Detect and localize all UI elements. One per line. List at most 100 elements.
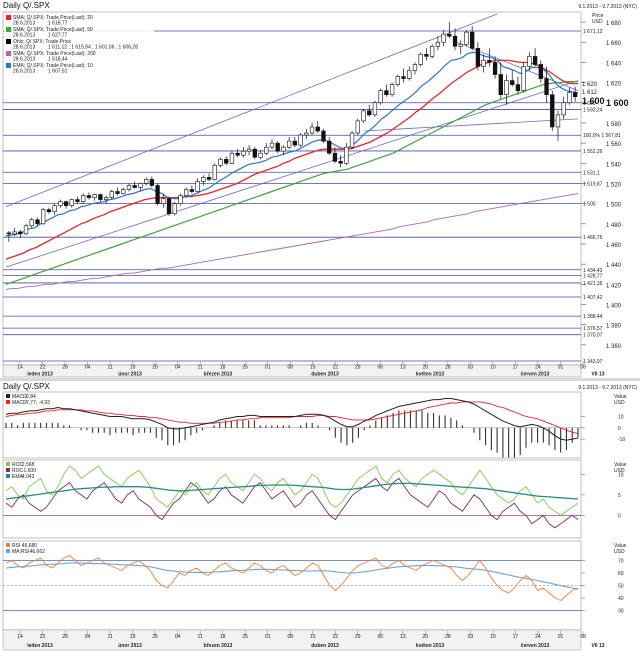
x-tick-label: 28 [62,365,68,371]
legend-series-value: -1,600 [22,468,36,474]
candle-body [121,189,126,194]
candle-body [18,231,23,235]
legend-series-name: EMA [12,474,24,480]
candle-body [252,148,257,158]
candle-body [63,201,69,206]
candle-body [544,78,549,95]
trendline-label-lower: 1 612 [582,90,598,96]
legend-series-value: 28.6.2013 [13,21,35,27]
candle-body [212,165,217,180]
level-label: 1 407,42 [583,295,603,301]
candle-body [327,140,332,154]
candle-body [355,120,360,134]
x-month-label: VII 13 [591,643,604,649]
macd-panel-title: Daily Q/.SPX [3,382,50,391]
legend-series-value: 2,568 [22,462,35,468]
roc-plot-frame [2,459,582,539]
candle-body [515,84,521,91]
candle-body [264,146,269,154]
x-tick-label: 15 [310,365,316,371]
candle-body [178,195,183,204]
candle-body [86,195,92,198]
candle-body [218,158,223,166]
candle-body [235,152,240,156]
candle-body [69,199,74,206]
y-tick-label: 50 [618,584,624,590]
candle-body [550,94,555,128]
last-close-label: 1 600 [582,96,605,106]
candle-body [41,209,46,225]
legend-series-value: 4,043 [22,474,35,480]
candle-body [23,225,29,235]
macd-series: 10 0 -10 [3,398,625,458]
x-tick-label: 24 [535,634,541,640]
candle-body [281,146,286,152]
candle-body [504,80,509,95]
x-tick-label: 10 [490,365,496,371]
level-label: 1 428,77 [583,273,603,279]
y-tick-label: 30 [618,609,624,615]
y-tick-label: 1 400 [606,303,622,309]
candle-body [532,56,538,65]
candle-body [166,198,172,215]
candle-body [275,142,280,152]
candle-body [378,90,383,104]
legend-series-value: 1 611,12 ; 1 615,94 ; 1 601,06 ; 1 606,2… [48,45,138,51]
candle-body [155,185,160,204]
candle-body [161,198,166,204]
level-label: 1 388,44 [583,314,603,320]
trend-line [5,80,579,268]
y-tick-label: 1 560 [606,142,622,148]
x-tick-label: 01 [265,634,271,640]
x-tick-label: 29 [355,365,361,371]
legend-swatch [6,462,10,466]
x-tick-label: 13 [400,634,406,640]
x-month-label: červen 2013 [521,372,550,378]
candle-body [35,219,40,225]
trend-line [364,118,579,132]
candle-body [418,54,423,65]
candle-body [475,47,481,67]
x-tick-label: 11 [107,365,112,371]
roc-b-line [5,477,579,529]
level-label: 100,0% 1 567,81 [583,133,621,139]
x-tick-label: 01 [558,365,564,371]
trend-line [5,13,498,208]
legend-swatch [6,39,11,44]
candle-body [229,152,235,164]
y-tick-label: -10 [618,437,625,443]
x-month-label: leden 2013 [27,643,53,649]
candle-body [246,148,252,152]
price-candlesticks [6,22,578,242]
x-tick-label: 25 [242,365,248,371]
y-tick-label: 1 660 [606,41,622,47]
x-tick-label: 06 [378,634,384,640]
candle-body [498,74,503,95]
x-tick-label: 28 [445,634,451,640]
x-tick-label: 20 [423,634,429,640]
x-tick-label: 01 [265,365,271,371]
level-label: 1 343,97 [583,359,603,365]
y-tick-label: 1 580 [606,122,622,128]
level-label: 1 531,1 [583,170,600,176]
candle-body [447,33,452,37]
candle-body [367,110,372,116]
level-label: 1 376,57 [583,326,603,332]
candle-body [464,31,469,45]
candle-body [103,197,109,200]
price-panel-title: Daily Q/.SPX [3,1,50,10]
legend-swatch [6,27,11,32]
x-tick-label: 03 [468,634,474,640]
level-label: 1 421,36 [583,281,603,287]
candle-body [143,179,149,184]
legend-swatch [6,394,10,398]
legend-series-value: 1 618,77 [48,21,68,27]
y-tick-label: 1 680 [606,21,622,27]
candle-body [126,185,132,190]
legend-series-value: 28.6.2013 [13,57,35,63]
x-tick-label: 28 [445,365,451,371]
sma200-line [5,193,579,290]
x-month-label: červen 2013 [521,643,550,649]
